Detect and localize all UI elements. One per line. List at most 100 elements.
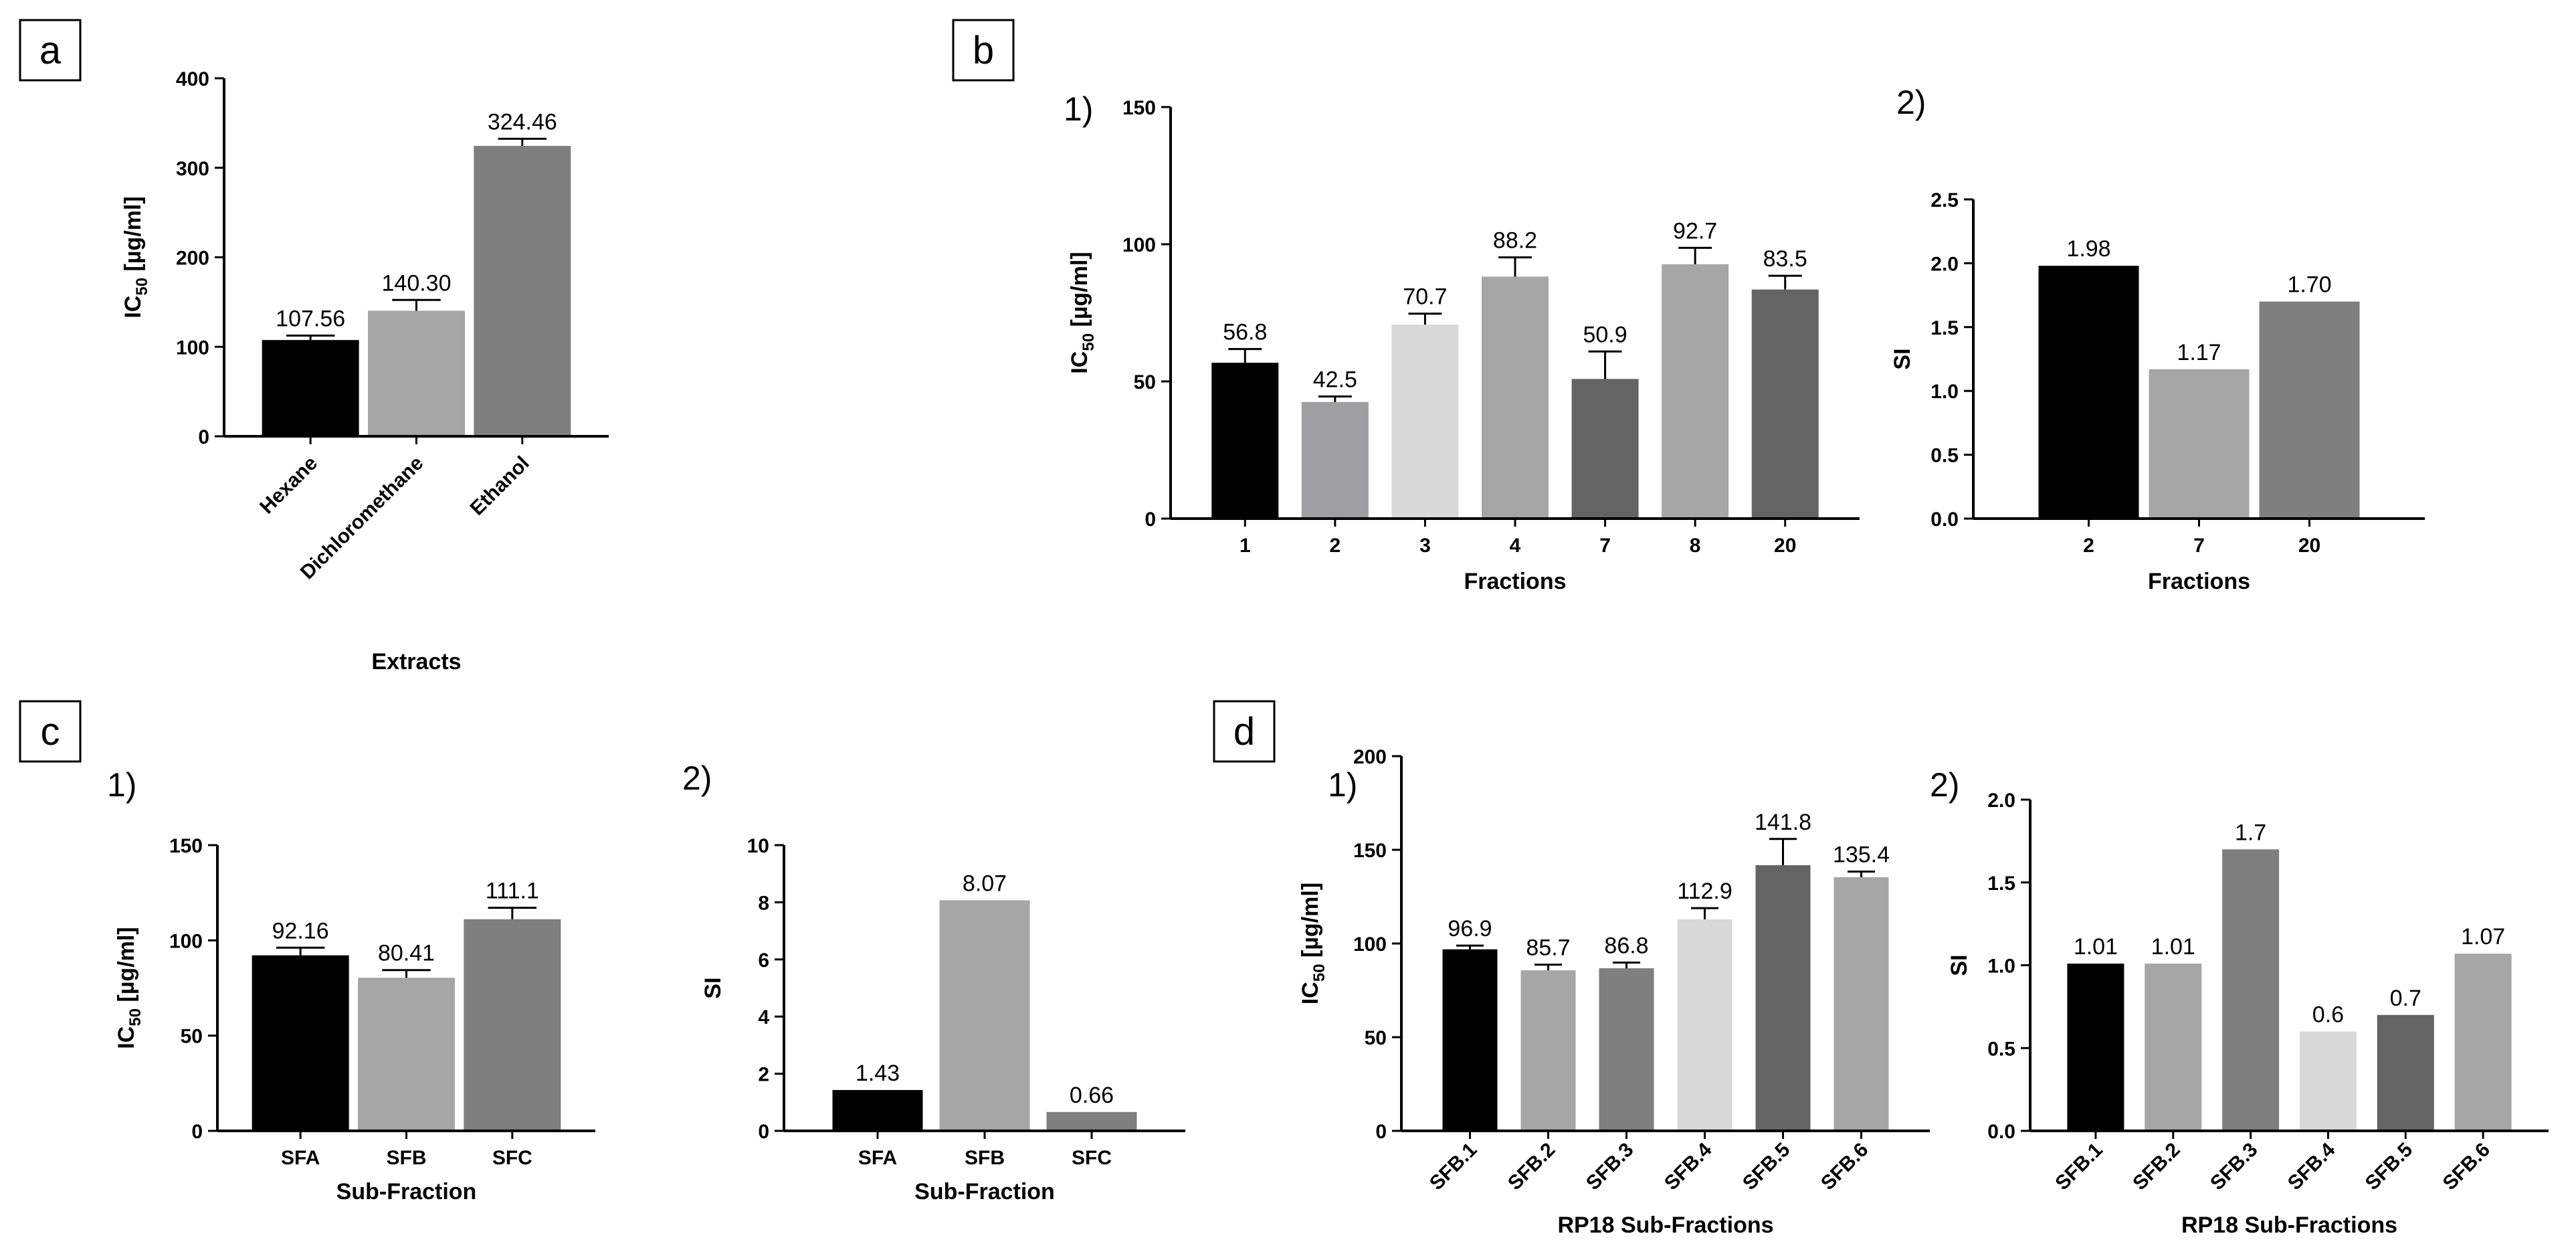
y-tick-label-b2: 1.0 xyxy=(1930,381,1959,403)
y-axis-label-main: IC xyxy=(114,1026,139,1049)
y-tick-label-b2: 0.5 xyxy=(1930,445,1959,467)
y-axis-label-b2: SI xyxy=(1890,348,1915,369)
chart-c2-subfraction-si: 2) 0 2 4 6 8 10 SI 1.43 SFA 8.07 SFB 0.66 SFC Sub-Frac… xyxy=(682,759,1185,1204)
data-label-b2: 1.70 xyxy=(2287,272,2331,298)
panel-c-label-box: c xyxy=(19,700,82,763)
sublabel-b1: 1) xyxy=(1064,90,1093,128)
data-label-d2: 1.01 xyxy=(2151,934,2195,960)
y-axis-label-main: SI xyxy=(1890,348,1915,369)
bar-a-Hexane xyxy=(262,340,359,436)
y-tick-label-d1: 200 xyxy=(1353,746,1387,768)
x-axis-label-c1: Sub-Fraction xyxy=(336,1179,477,1204)
y-tick-label-c2: 8 xyxy=(758,892,769,914)
y-axis-label-unit: [µg/ml] xyxy=(114,927,139,1008)
x-tick-label-d1: SFB.3 xyxy=(1582,1139,1638,1194)
x-tick-label-b1: 20 xyxy=(1774,535,1796,557)
chart-a-extracts-ic50: 0 100 200 300 400 IC50 [µg/ml] 107.56 Hexane 140… xyxy=(120,68,609,675)
y-axis-label-sub: 50 xyxy=(1080,333,1098,351)
y-tick-label-b1: 100 xyxy=(1122,234,1156,256)
y-tick-label-c2: 6 xyxy=(758,950,769,972)
panel-d-label: d xyxy=(1233,710,1255,753)
y-tick-label-d2: 0.5 xyxy=(1987,1038,2015,1060)
data-label-c2: 0.66 xyxy=(1070,1083,1114,1108)
y-axis-label-b1: IC50 [µg/ml] xyxy=(1067,252,1098,373)
x-tick-label-b2: 2 xyxy=(2083,535,2094,557)
panel-b-label: b xyxy=(973,29,994,72)
y-axis-label-sub: 50 xyxy=(1310,964,1328,982)
data-label-b1: 92.7 xyxy=(1673,218,1717,244)
data-label-c1: 92.16 xyxy=(272,918,329,944)
y-tick-label-b2: 2.5 xyxy=(1930,189,1959,211)
y-axis-label-d1: IC50 [µg/ml] xyxy=(1298,883,1328,1004)
y-tick-label-c1: 100 xyxy=(169,930,203,952)
x-tick-label-c2: SFB xyxy=(965,1147,1005,1169)
y-tick-label-a: 200 xyxy=(176,248,209,270)
x-tick-label-b1: 7 xyxy=(1599,535,1611,557)
x-tick-label-c2: SFA xyxy=(858,1147,897,1169)
y-tick-label-b1: 50 xyxy=(1134,371,1156,393)
x-tick-label-d2: SFB.1 xyxy=(2051,1139,2106,1194)
x-tick-label-d1: SFB.4 xyxy=(1660,1138,1716,1194)
data-label-d2: 1.07 xyxy=(2461,924,2505,950)
x-axis-label-c2: Sub-Fraction xyxy=(914,1179,1055,1204)
data-label-a: 324.46 xyxy=(488,109,557,134)
y-tick-label-b1: 150 xyxy=(1122,97,1156,119)
bar-c2-SFB xyxy=(939,900,1030,1131)
bar-d1-SFB.2 xyxy=(1520,970,1576,1131)
y-tick-label-b2: 0.0 xyxy=(1930,509,1959,531)
y-tick-label-d1: 50 xyxy=(1365,1027,1387,1049)
bar-d2-SFB.5 xyxy=(2377,1014,2434,1131)
y-tick-label-c2: 10 xyxy=(747,835,769,857)
data-label-b1: 50.9 xyxy=(1583,322,1627,347)
data-label-d2: 0.6 xyxy=(2312,1002,2344,1028)
bar-d2-SFB.1 xyxy=(2067,964,2124,1131)
data-label-c2: 8.07 xyxy=(963,871,1007,896)
y-tick-label-c1: 50 xyxy=(181,1026,203,1048)
y-tick-label-d1: 100 xyxy=(1353,933,1387,956)
data-label-c2: 1.43 xyxy=(856,1061,900,1086)
x-tick-label-a: Ethanol xyxy=(466,452,534,520)
x-tick-label-b1: 1 xyxy=(1240,535,1251,557)
y-tick-label-d1: 0 xyxy=(1375,1121,1387,1143)
bar-b1-2 xyxy=(1301,401,1369,519)
bar-b2-2 xyxy=(2038,266,2139,519)
x-tick-label-b1: 2 xyxy=(1330,535,1341,557)
sublabel-d2: 2) xyxy=(1930,766,1959,804)
x-tick-label-b1: 3 xyxy=(1419,535,1431,557)
sublabel-d1: 1) xyxy=(1328,766,1357,804)
data-label-b2: 1.17 xyxy=(2177,340,2221,365)
y-tick-label-c2: 2 xyxy=(758,1064,769,1086)
panel-c-label: c xyxy=(41,710,60,753)
panel-d-label-box: d xyxy=(1213,700,1276,763)
bar-b1-8 xyxy=(1662,264,1729,519)
y-axis-label-unit: [µg/ml] xyxy=(1067,252,1092,333)
y-axis-label-sub: 50 xyxy=(133,278,151,296)
bar-d1-SFB.1 xyxy=(1442,949,1498,1131)
y-tick-label-c1: 0 xyxy=(191,1121,203,1143)
sublabel-c1: 1) xyxy=(107,766,136,804)
bar-d2-SFB.6 xyxy=(2454,954,2512,1131)
bar-b1-1 xyxy=(1211,363,1279,519)
x-tick-label-d1: SFB.5 xyxy=(1739,1139,1794,1194)
bar-b1-7 xyxy=(1571,379,1639,519)
x-tick-label-b1: 4 xyxy=(1510,535,1521,557)
data-label-d1: 135.4 xyxy=(1833,842,1890,867)
data-label-b2: 1.98 xyxy=(2066,236,2110,262)
chart-b2-fractions-si: 2) 0.0 0.5 1.0 1.5 2.0 2.5 SI 1.98 2 1.17 7 1.70 20 Fr… xyxy=(1890,84,2425,594)
y-tick-label-c2: 4 xyxy=(758,1006,769,1028)
data-label-d2: 1.7 xyxy=(2235,820,2266,845)
bar-d2-SFB.2 xyxy=(2145,964,2202,1131)
data-label-b1: 70.7 xyxy=(1403,284,1447,310)
x-tick-label-b1: 8 xyxy=(1690,535,1701,557)
bar-b2-20 xyxy=(2259,301,2360,519)
bar-c2-SFC xyxy=(1046,1111,1137,1131)
y-axis-label-c1: IC50 [µg/ml] xyxy=(114,927,144,1049)
x-axis-label-b1: Fractions xyxy=(1464,569,1566,594)
y-tick-label-d2: 1.5 xyxy=(1987,873,2015,895)
panel-a-label-box: a xyxy=(19,19,82,82)
x-axis-label-b2: Fractions xyxy=(2148,569,2250,594)
data-label-d1: 85.7 xyxy=(1526,935,1570,961)
y-tick-label-c1: 150 xyxy=(169,835,203,857)
